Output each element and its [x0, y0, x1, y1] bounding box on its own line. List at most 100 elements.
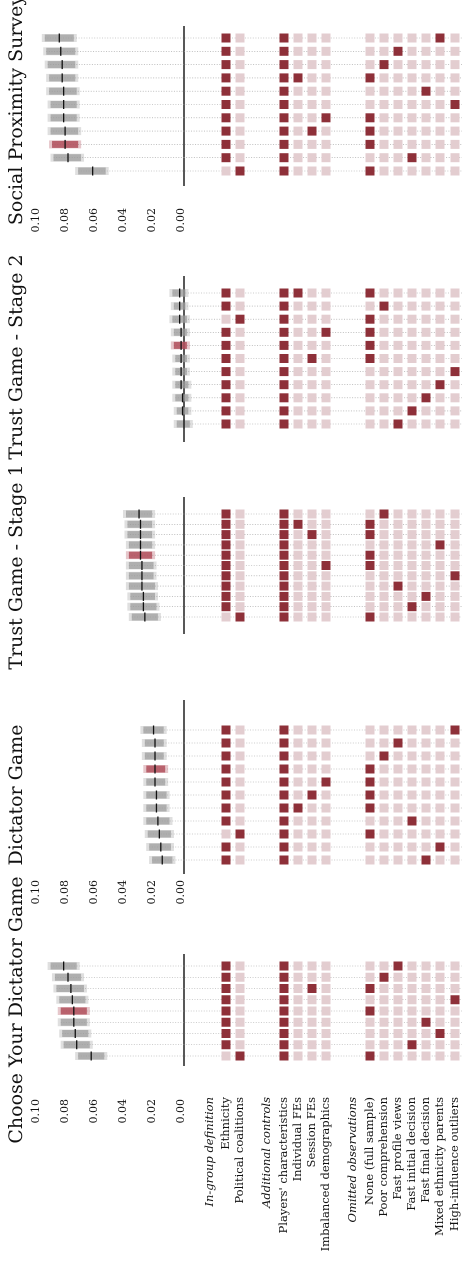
spec-indicator — [321, 86, 331, 96]
spec-indicator — [307, 751, 317, 761]
spec-indicator — [307, 855, 317, 865]
spec-indicator — [435, 153, 445, 163]
spec-indicator — [379, 972, 389, 982]
spec-indicator — [393, 571, 403, 581]
spec-indicator — [307, 139, 317, 149]
spec-indicator — [393, 367, 403, 377]
spec-indicator — [365, 725, 375, 735]
spec-indicator — [435, 602, 445, 612]
spec-indicator — [279, 509, 289, 519]
panel: Social Proximity Survey — [5, 0, 462, 225]
spec-indicator — [450, 764, 460, 774]
spec-indicator — [221, 612, 231, 622]
spec-indicator — [279, 842, 289, 852]
spec-indicator — [279, 380, 289, 390]
spec-indicator — [279, 1006, 289, 1016]
spec-indicator — [221, 153, 231, 163]
spec-indicator — [421, 166, 431, 176]
spec-indicator — [393, 725, 403, 735]
spec-indicator — [393, 139, 403, 149]
spec-indicator — [221, 602, 231, 612]
spec-indicator — [307, 153, 317, 163]
spec-indicator — [379, 113, 389, 123]
spec-indicator — [450, 995, 460, 1005]
panel-title: Trust Game - Stage 1 — [5, 464, 27, 669]
spec-indicator — [450, 972, 460, 982]
spec-indicator — [293, 961, 303, 971]
spec-indicator — [393, 961, 403, 971]
spec-indicator — [393, 406, 403, 416]
spec-indicator — [393, 314, 403, 324]
spec-indicator — [435, 86, 445, 96]
spec-indicator — [365, 46, 375, 56]
spec-indicator — [379, 751, 389, 761]
axis-tick-label: 0.08 — [58, 880, 71, 905]
spec-indicator — [407, 751, 417, 761]
spec-indicator — [435, 73, 445, 83]
spec-indicator — [379, 561, 389, 570]
spec-indicator — [435, 380, 445, 390]
spec-indicator — [450, 288, 460, 298]
indicator-label: Political coalitions — [232, 1097, 246, 1204]
spec-indicator — [435, 725, 445, 735]
spec-indicator — [393, 73, 403, 83]
spec-indicator — [393, 288, 403, 298]
spec-indicator — [450, 1040, 460, 1050]
spec-indicator — [221, 972, 231, 982]
spec-indicator — [321, 153, 331, 163]
spec-indicator — [393, 126, 403, 136]
spec-indicator — [379, 73, 389, 83]
spec-indicator — [221, 314, 231, 324]
spec-indicator — [307, 995, 317, 1005]
axis-tick-label: 0.00 — [174, 1099, 187, 1124]
spec-indicator — [393, 777, 403, 787]
spec-indicator — [279, 327, 289, 337]
spec-indicator — [307, 581, 317, 591]
spec-indicator — [450, 60, 460, 70]
spec-indicator — [321, 612, 331, 622]
spec-indicator — [421, 1040, 431, 1050]
spec-indicator — [279, 816, 289, 826]
spec-indicator — [435, 354, 445, 363]
spec-indicator — [379, 354, 389, 363]
panel-title: Social Proximity Survey — [5, 0, 27, 225]
spec-indicator — [393, 540, 403, 550]
spec-indicator — [307, 764, 317, 774]
spec-indicator — [407, 1029, 417, 1038]
group-title: Omitted observations — [345, 1097, 359, 1223]
spec-indicator — [221, 327, 231, 337]
spec-indicator — [321, 327, 331, 337]
confidence-band — [176, 420, 190, 428]
spec-indicator — [235, 972, 245, 982]
spec-indicator — [379, 46, 389, 56]
spec-indicator — [307, 166, 317, 176]
spec-indicator — [235, 540, 245, 550]
spec-indicator — [450, 519, 460, 529]
indicator-label: Fast profile views — [390, 1097, 404, 1200]
spec-indicator — [407, 1006, 417, 1016]
spec-indicator — [407, 301, 417, 311]
spec-indicator — [279, 340, 289, 350]
spec-indicator — [235, 73, 245, 83]
spec-indicator — [379, 816, 389, 826]
spec-indicator — [407, 126, 417, 136]
spec-indicator — [393, 1006, 403, 1016]
spec-indicator — [379, 367, 389, 377]
spec-indicator — [421, 995, 431, 1005]
spec-indicator — [450, 73, 460, 83]
spec-indicator — [407, 777, 417, 787]
spec-indicator — [421, 777, 431, 787]
spec-indicator — [293, 984, 303, 993]
spec-indicator — [421, 86, 431, 96]
spec-indicator — [393, 738, 403, 748]
spec-indicator — [365, 561, 375, 570]
spec-indicator — [435, 561, 445, 570]
spec-indicator — [393, 86, 403, 96]
spec-indicator — [307, 509, 317, 519]
spec-indicator — [293, 139, 303, 149]
spec-indicator — [365, 393, 375, 403]
spec-indicator — [321, 984, 331, 993]
spec-indicator — [421, 591, 431, 601]
axis-tick-label: 0.04 — [116, 1099, 129, 1124]
spec-indicator — [435, 612, 445, 622]
